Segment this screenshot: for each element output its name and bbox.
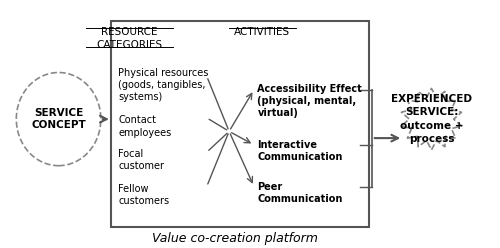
Text: SERVICE
CONCEPT: SERVICE CONCEPT bbox=[31, 108, 86, 130]
Text: Value co-creation platform: Value co-creation platform bbox=[152, 232, 318, 245]
Text: Physical resources
(goods, tangibles,
systems): Physical resources (goods, tangibles, sy… bbox=[118, 68, 208, 102]
Text: Interactive
Communication: Interactive Communication bbox=[258, 140, 343, 162]
Text: Accessibility Effect
(physical, mental,
virtual): Accessibility Effect (physical, mental, … bbox=[258, 84, 362, 118]
Text: Contact
employees: Contact employees bbox=[118, 115, 172, 138]
Text: Fellow
customers: Fellow customers bbox=[118, 184, 170, 207]
Bar bbox=[111, 21, 370, 227]
Text: Focal
customer: Focal customer bbox=[118, 149, 164, 171]
Text: ACTIVITIES: ACTIVITIES bbox=[234, 27, 290, 37]
Text: EXPERIENCED
SERVICE:
outcome +
process: EXPERIENCED SERVICE: outcome + process bbox=[391, 94, 472, 144]
Text: Peer
Communication: Peer Communication bbox=[258, 182, 343, 204]
Text: RESOURCE
CATEGORIES: RESOURCE CATEGORIES bbox=[96, 27, 162, 50]
